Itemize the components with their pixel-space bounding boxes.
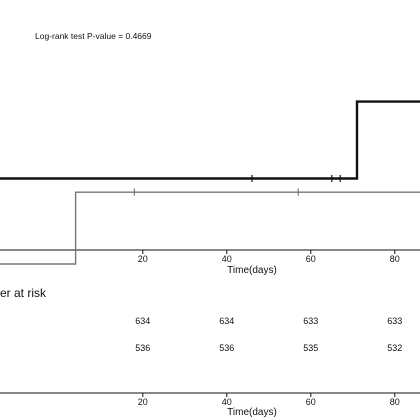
risk-cell-r2-c3: 535 — [303, 343, 318, 353]
risk-table: 634 634 633 633 536 536 535 532 — [135, 316, 402, 353]
km-x-axis: 20 40 60 80 — [0, 249, 420, 264]
risk-cell-r1-c1: 634 — [135, 316, 150, 326]
risk-tick-label-60: 60 — [306, 397, 316, 407]
risk-cell-r1-c2: 634 — [219, 316, 234, 326]
survival-curve-2 — [0, 191, 420, 265]
risk-tick-label-40: 40 — [222, 397, 232, 407]
logrank-annotation: Log-rank test P-value = 0.4669 — [35, 31, 152, 41]
risk-tick-label-80: 80 — [390, 397, 400, 407]
km-tick-label-60: 60 — [306, 254, 316, 264]
risk-x-axis: 20 40 60 80 — [0, 392, 420, 407]
km-curves — [0, 100, 420, 265]
risk-tick-label-20: 20 — [138, 397, 148, 407]
km-tick-label-20: 20 — [138, 254, 148, 264]
risk-cell-r2-c1: 536 — [135, 343, 150, 353]
risk-cell-r2-c2: 536 — [219, 343, 234, 353]
km-tick-label-40: 40 — [222, 254, 232, 264]
risk-table-title: er at risk — [0, 286, 47, 300]
risk-x-axis-label: Time(days) — [227, 407, 277, 418]
km-x-axis-label: Time(days) — [227, 265, 277, 276]
survival-curve-1 — [0, 100, 420, 180]
km-tick-label-80: 80 — [390, 254, 400, 264]
risk-cell-r1-c4: 633 — [387, 316, 402, 326]
risk-cell-r1-c3: 633 — [303, 316, 318, 326]
risk-cell-r2-c4: 532 — [387, 343, 402, 353]
